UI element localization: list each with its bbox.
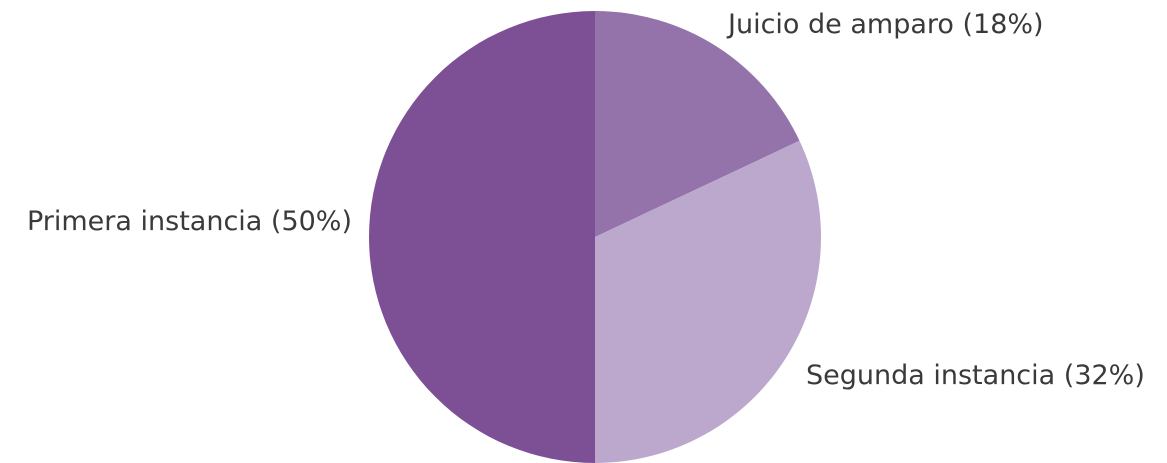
pie-slices [369,11,821,463]
slice-label-primera-instancia: Primera instancia (50%) [27,206,352,237]
slice-primera-instancia [369,11,595,463]
slice-segunda-instancia [595,140,821,463]
slice-juicio-de-amparo [595,11,800,237]
pie-labels: Juicio de amparo (18%) Segunda instancia… [27,9,1145,391]
slice-label-segunda-instancia: Segunda instancia (32%) [806,360,1145,391]
slice-label-juicio-de-amparo: Juicio de amparo (18%) [726,9,1044,40]
